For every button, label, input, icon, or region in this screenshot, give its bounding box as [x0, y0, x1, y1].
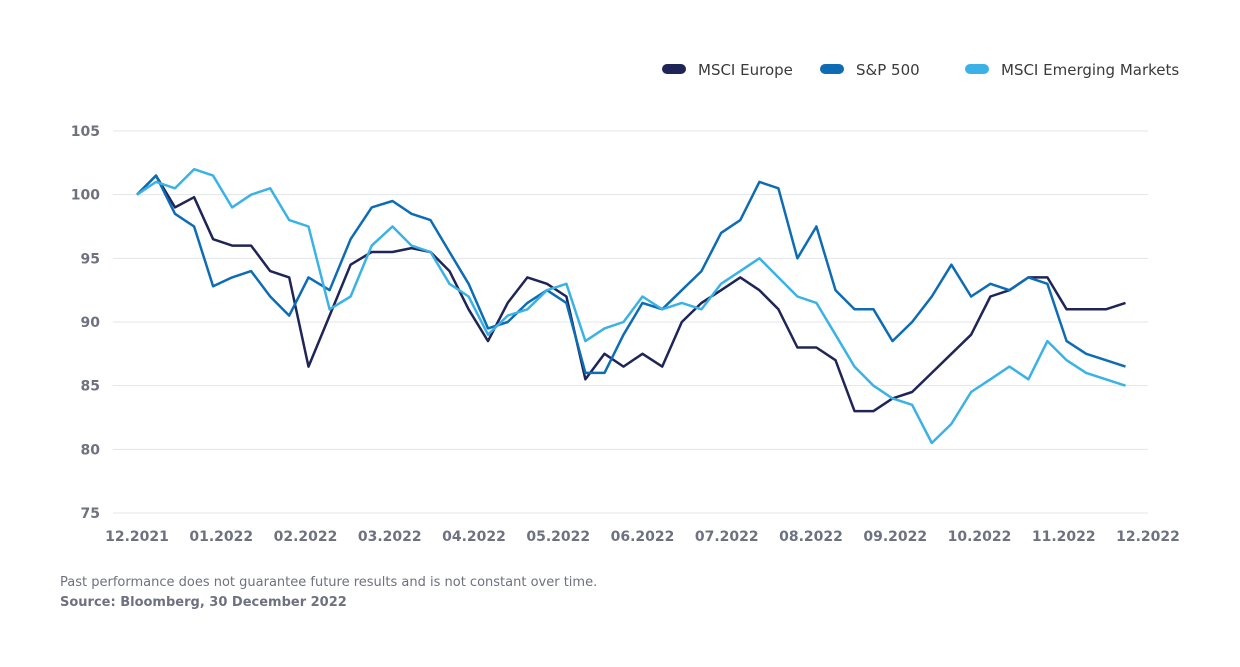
series-line-msci-europe	[136, 174, 1126, 413]
legend-label: S&P 500	[856, 61, 920, 79]
y-tick-label: 95	[81, 251, 100, 267]
y-tick-label: 100	[71, 188, 100, 204]
y-tick-label: 75	[81, 506, 100, 522]
x-tick-label: 01.2022	[189, 529, 253, 545]
legend-swatch	[965, 64, 989, 74]
legend-swatch	[820, 64, 844, 74]
x-tick-label: 05.2022	[526, 529, 590, 545]
gridlines	[113, 130, 1148, 514]
x-tick-label: 08.2022	[779, 529, 843, 545]
y-tick-label: 105	[71, 124, 100, 140]
legend-item: MSCI Emerging Markets	[965, 61, 1179, 79]
y-tick-label: 90	[81, 315, 101, 331]
series-line-s-p-500	[136, 174, 1126, 375]
x-tick-label: 12.2021	[105, 529, 169, 545]
y-axis: 75 80 85 90 95 100 105	[71, 124, 100, 522]
legend-label: MSCI Emerging Markets	[1001, 61, 1179, 79]
x-tick-label: 02.2022	[274, 529, 338, 545]
source-note: Source: Bloomberg, 30 December 2022	[60, 595, 347, 610]
series-lines	[136, 167, 1126, 445]
x-axis: 12.2021 01.2022 02.2022 03.2022 04.2022 05.20…	[105, 529, 1180, 545]
y-tick-label: 85	[81, 379, 100, 395]
x-tick-label: 10.2022	[948, 529, 1012, 545]
legend-item: MSCI Europe	[662, 61, 793, 79]
legend: MSCI Europe S&P 500 MSCI Emerging Markets	[662, 61, 1179, 79]
x-tick-label: 04.2022	[442, 529, 506, 545]
x-tick-label: 06.2022	[611, 529, 675, 545]
legend-swatch	[662, 64, 686, 74]
x-tick-label: 11.2022	[1032, 529, 1096, 545]
x-tick-label: 12.2022	[1116, 529, 1180, 545]
legend-label: MSCI Europe	[698, 61, 793, 79]
legend-item: S&P 500	[820, 61, 920, 79]
x-tick-label: 03.2022	[358, 529, 422, 545]
y-tick-label: 80	[81, 442, 101, 458]
x-tick-label: 07.2022	[695, 529, 759, 545]
series-line-msci-emerging-markets	[136, 167, 1126, 445]
disclaimer-note: Past performance does not guarantee futu…	[60, 575, 598, 590]
x-tick-label: 09.2022	[863, 529, 927, 545]
